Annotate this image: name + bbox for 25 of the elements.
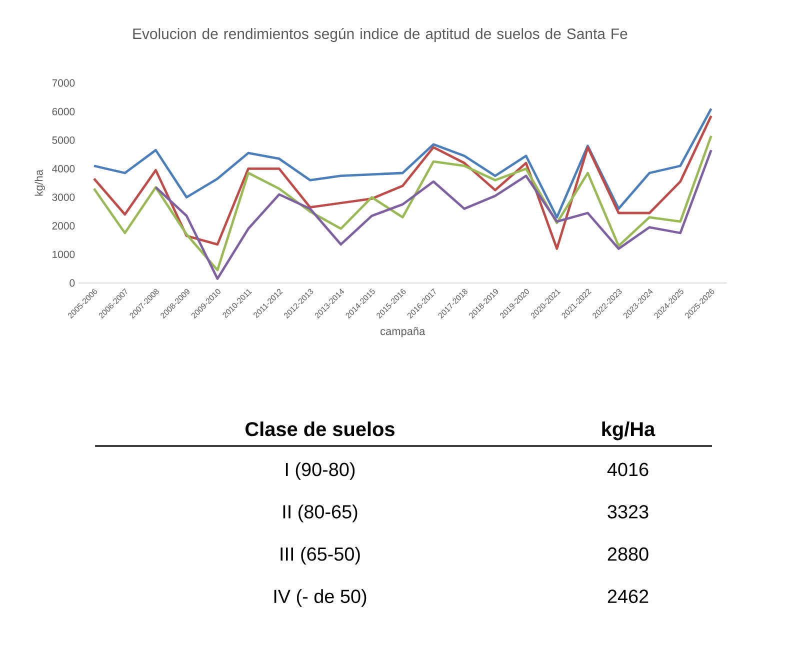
text: 2462 [608,590,648,604]
chart-title: Evolucion de rendimientos según indice de aptitud de suelos de Santa Fe [133,28,628,42]
line-series [92,108,712,218]
y-tick-label: 6000 [52,108,75,116]
text: III (65-50) [280,546,360,565]
text: 3323 [608,505,648,518]
text: II (80-65) [283,504,358,522]
x-axis-title: campaña [380,327,426,338]
y-tick-label: 7000 [52,79,75,87]
line-series [92,134,712,272]
y-tick-label: 5000 [52,136,75,144]
text: kg/Ha [602,422,656,440]
text: I (90-80) [286,462,355,480]
y-tick-label: 0 [70,279,75,287]
y-tick-label: 1000 [52,250,75,258]
y-tick-label: 4000 [52,165,75,172]
text: IV (- de 50) [274,589,366,607]
y-tick-label: 2000 [52,222,75,230]
text: 2880 [608,547,648,561]
y-tick-label: 3000 [52,194,75,201]
text: 4016 [607,462,648,476]
y-axis-title: kg/ha [34,170,45,196]
line-series [92,114,712,250]
line-series [154,148,712,280]
text: Clase de suelos [246,422,394,436]
